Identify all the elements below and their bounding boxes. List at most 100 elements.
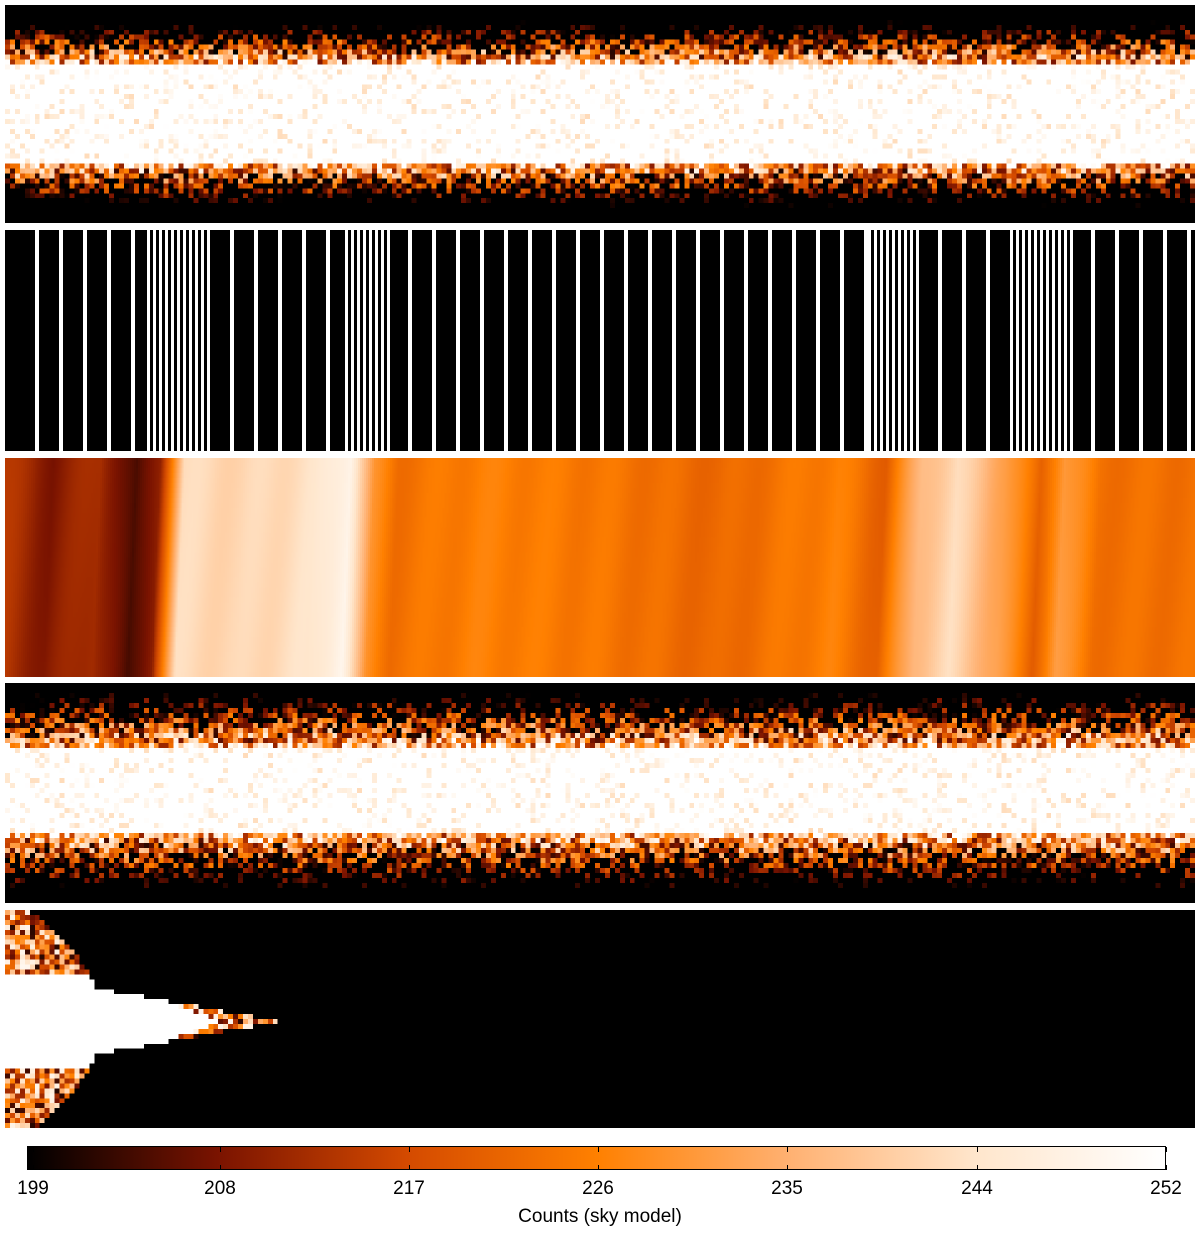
sky-frame-panel bbox=[5, 5, 1195, 223]
mask-line bbox=[1052, 230, 1055, 451]
mask-line bbox=[153, 230, 156, 451]
colorbar-tick-mark bbox=[33, 1147, 34, 1152]
mask-stripes bbox=[35, 230, 1191, 451]
mask-line bbox=[278, 230, 282, 451]
mask-line bbox=[1070, 230, 1073, 451]
mask-line bbox=[898, 230, 901, 451]
mask-line bbox=[576, 230, 580, 451]
mask-line bbox=[159, 230, 162, 451]
mask-line bbox=[147, 230, 150, 451]
mask-line bbox=[35, 230, 39, 451]
mask-line bbox=[375, 230, 378, 451]
sky-frame-image bbox=[5, 5, 1195, 223]
sky-model-image bbox=[5, 458, 1195, 677]
mask-line bbox=[165, 230, 168, 451]
mask-line bbox=[1040, 230, 1043, 451]
mask-line bbox=[864, 230, 868, 451]
colorbar-tick-mark bbox=[1166, 1165, 1167, 1170]
mask-line bbox=[201, 230, 204, 451]
mask-line bbox=[381, 230, 384, 451]
mask-line bbox=[1139, 230, 1143, 451]
mask-line bbox=[744, 230, 748, 451]
mask-line bbox=[171, 230, 174, 451]
colorbar-tick-label: 226 bbox=[582, 1178, 614, 1199]
mask-panel bbox=[5, 230, 1195, 451]
mask-line bbox=[868, 230, 871, 451]
colorbar-tick-mark bbox=[409, 1165, 410, 1170]
mask-line bbox=[1091, 230, 1095, 451]
mask-line bbox=[1046, 230, 1049, 451]
mask-line bbox=[938, 230, 942, 451]
residual-image bbox=[5, 683, 1195, 903]
mask-line bbox=[387, 230, 390, 451]
colorbar-tick-mark bbox=[977, 1147, 978, 1152]
mask-line bbox=[432, 230, 436, 451]
mask-line bbox=[107, 230, 111, 451]
mask-line bbox=[1058, 230, 1061, 451]
colorbar-tick-label: 199 bbox=[17, 1178, 49, 1199]
mask-line bbox=[880, 230, 883, 451]
colorbar-tick-mark bbox=[220, 1147, 221, 1152]
colorbar-tick-mark bbox=[787, 1147, 788, 1152]
sky-model-panel bbox=[5, 458, 1195, 677]
object-mask-image bbox=[5, 910, 1195, 1128]
mask-line bbox=[230, 230, 234, 451]
mask-line bbox=[892, 230, 895, 451]
mask-line bbox=[962, 230, 966, 451]
mask-line bbox=[1034, 230, 1037, 451]
colorbar-tick-label: 244 bbox=[961, 1178, 993, 1199]
colorbar-tick-mark bbox=[598, 1147, 599, 1152]
colorbar-gradient bbox=[27, 1146, 1166, 1170]
mask-line bbox=[552, 230, 556, 451]
mask-line bbox=[904, 230, 907, 451]
object-mask-panel bbox=[5, 910, 1195, 1128]
mask-line bbox=[351, 230, 354, 451]
colorbar-tick-mark bbox=[220, 1165, 221, 1170]
mask-line bbox=[1028, 230, 1031, 451]
mask-line bbox=[1016, 230, 1019, 451]
mask-line bbox=[624, 230, 628, 451]
mask-line bbox=[357, 230, 360, 451]
colorbar-tick-mark bbox=[1166, 1147, 1167, 1152]
mask-line bbox=[910, 230, 913, 451]
colorbar-tick-label: 217 bbox=[393, 1178, 425, 1199]
mask-line bbox=[183, 230, 186, 451]
mask-line bbox=[177, 230, 180, 451]
mask-line bbox=[696, 230, 700, 451]
mask-line bbox=[59, 230, 63, 451]
mask-line bbox=[345, 230, 348, 451]
mask-line bbox=[1064, 230, 1067, 451]
mask-line bbox=[768, 230, 772, 451]
mask-line bbox=[363, 230, 366, 451]
mask-line bbox=[916, 230, 919, 451]
mask-line bbox=[456, 230, 460, 451]
mask-line bbox=[131, 230, 135, 451]
colorbar-tick-mark bbox=[409, 1147, 410, 1152]
residual-panel bbox=[5, 683, 1195, 903]
mask-line bbox=[195, 230, 198, 451]
mask-line bbox=[986, 230, 990, 451]
colorbar-tick-mark bbox=[33, 1165, 34, 1170]
mask-line bbox=[1022, 230, 1025, 451]
mask-line bbox=[528, 230, 532, 451]
colorbar-tick-mark bbox=[598, 1165, 599, 1170]
mask-line bbox=[326, 230, 330, 451]
mask-line bbox=[816, 230, 820, 451]
mask-line bbox=[672, 230, 676, 451]
mask-line bbox=[408, 230, 412, 451]
mask-line bbox=[1115, 230, 1119, 451]
mask-line bbox=[720, 230, 724, 451]
mask-line bbox=[369, 230, 372, 451]
mask-line bbox=[189, 230, 192, 451]
mask-line bbox=[1187, 230, 1191, 451]
colorbar bbox=[27, 1146, 1166, 1170]
mask-line bbox=[600, 230, 604, 451]
mask-line bbox=[504, 230, 508, 451]
mask-line bbox=[83, 230, 87, 451]
colorbar-tick-label: 252 bbox=[1150, 1178, 1182, 1199]
mask-line bbox=[480, 230, 484, 451]
colorbar-tick-mark bbox=[787, 1165, 788, 1170]
mask-line bbox=[254, 230, 258, 451]
colorbar-tick-mark bbox=[977, 1165, 978, 1170]
mask-line bbox=[886, 230, 889, 451]
